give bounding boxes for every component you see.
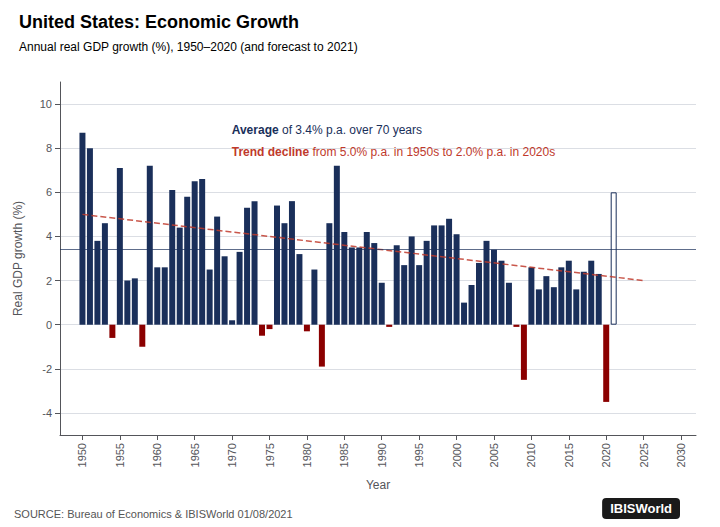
svg-text:4: 4	[46, 230, 52, 242]
svg-text:Trend decline: Trend decline	[232, 145, 310, 159]
svg-text:2: 2	[46, 275, 52, 287]
svg-text:SOURCE: Bureau of Economics &: SOURCE: Bureau of Economics & IBISWorld …	[14, 508, 293, 520]
svg-text:Annual real GDP growth (%), 19: Annual real GDP growth (%), 1950–2020 (a…	[19, 40, 358, 54]
svg-text:United States: Economic Growth: United States: Economic Growth	[19, 12, 299, 32]
svg-text:1950: 1950	[76, 443, 88, 467]
svg-text:1975: 1975	[264, 443, 276, 467]
svg-text:1960: 1960	[151, 443, 163, 467]
svg-text:6: 6	[46, 186, 52, 198]
svg-text:2030: 2030	[675, 443, 687, 467]
svg-text:-4: -4	[42, 407, 52, 419]
svg-text:IBISWorld: IBISWorld	[610, 501, 672, 516]
svg-text:Real GDP growth (%): Real GDP growth (%)	[11, 201, 25, 316]
svg-text:1990: 1990	[376, 443, 388, 467]
svg-text:10: 10	[40, 98, 52, 110]
svg-text:1965: 1965	[189, 443, 201, 467]
svg-text:1970: 1970	[226, 443, 238, 467]
svg-text:2025: 2025	[638, 443, 650, 467]
svg-text:of 3.4% p.a. over 70 years: of 3.4% p.a. over 70 years	[279, 123, 422, 137]
svg-text:1980: 1980	[301, 443, 313, 467]
svg-text:0: 0	[46, 319, 52, 331]
svg-text:2010: 2010	[525, 443, 537, 467]
svg-text:2005: 2005	[488, 443, 500, 467]
svg-text:-2: -2	[42, 363, 52, 375]
svg-text:8: 8	[46, 142, 52, 154]
svg-text:Year: Year	[366, 478, 390, 492]
svg-text:1985: 1985	[338, 443, 350, 467]
svg-text:2020: 2020	[600, 443, 612, 467]
svg-text:1955: 1955	[114, 443, 126, 467]
svg-text:2000: 2000	[451, 443, 463, 467]
svg-text:from 5.0% p.a. in 1950s to 2.0: from 5.0% p.a. in 1950s to 2.0% p.a. in …	[309, 145, 555, 159]
svg-text:1995: 1995	[413, 443, 425, 467]
svg-text:Average: Average	[232, 123, 279, 137]
svg-text:2015: 2015	[563, 443, 575, 467]
